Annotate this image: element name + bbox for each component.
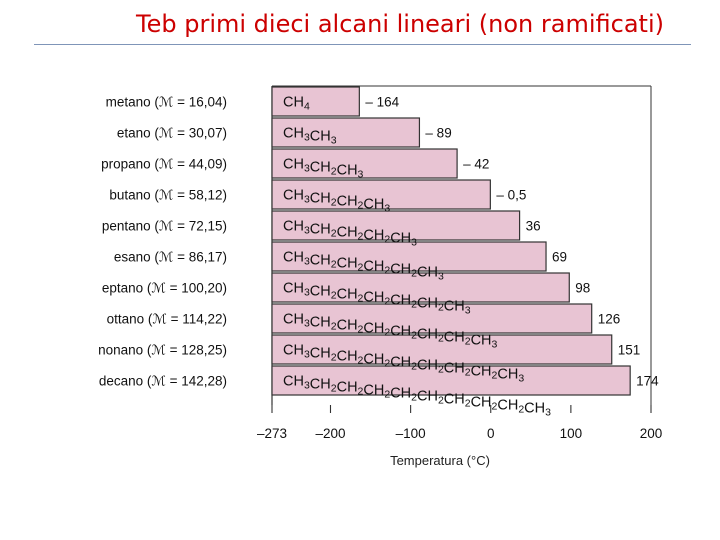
bar-value-label: – 89 [425, 126, 451, 141]
title-divider [34, 44, 691, 45]
category-label: ottano (ℳ = 114,22) [107, 312, 227, 327]
bar-value-label: 98 [575, 281, 590, 296]
bar-formula: CH3CH2CH2CH2CH2CH2CH2CH2CH2CH3 [283, 374, 551, 419]
bar-value-label: 36 [526, 219, 541, 234]
bar-value-label: 69 [552, 250, 567, 265]
category-label: metano (ℳ = 16,04) [106, 95, 227, 110]
x-tick-label: 100 [560, 426, 583, 441]
bar-value-label: 126 [598, 312, 621, 327]
bar-formula: CH3CH3 [283, 126, 337, 147]
bar [271, 241, 547, 272]
x-tick-label: –100 [396, 426, 426, 441]
category-label: eptano (ℳ = 100,20) [102, 281, 227, 296]
category-label: etano (ℳ = 30,07) [117, 126, 227, 141]
bar-formula: CH3CH2CH2CH2CH2CH2CH2CH3 [283, 312, 498, 351]
category-label: butano (ℳ = 58,12) [109, 188, 227, 203]
bar [271, 272, 570, 303]
x-tick-label: –273 [257, 426, 287, 441]
bar-value-label: 151 [618, 343, 641, 358]
bar [271, 117, 421, 148]
x-tick-label: –200 [315, 426, 345, 441]
bar-formula: CH3CH2CH3 [283, 157, 364, 181]
x-axis-label: Temperatura (°C) [390, 453, 490, 468]
bar [271, 210, 521, 241]
bar [271, 148, 458, 179]
bar [271, 365, 631, 396]
bar-formula: CH4 [283, 95, 310, 113]
bar-formula: CH3CH2CH2CH2CH2CH2CH2CH2CH3 [283, 343, 524, 385]
category-label: decano (ℳ = 142,28) [99, 374, 227, 389]
category-label: nonano (ℳ = 128,25) [98, 343, 227, 358]
category-label: propano (ℳ = 44,09) [101, 157, 227, 172]
bar-value-label: – 0,5 [496, 188, 526, 203]
x-tick-label: 0 [487, 426, 495, 441]
bar-value-label: – 42 [463, 157, 489, 172]
slide-title: Teb primi dieci alcani lineari (non rami… [136, 10, 664, 38]
bar [271, 86, 360, 117]
category-label: pentano (ℳ = 72,15) [102, 219, 227, 234]
bar [271, 334, 613, 365]
bar-value-label: 174 [636, 374, 659, 389]
bar-formula: CH3CH2CH2CH2CH2CH3 [283, 250, 444, 283]
bar-formula: CH3CH2CH2CH2CH2CH2CH3 [283, 281, 471, 317]
bar [271, 303, 593, 334]
bar-formula: CH3CH2CH2CH2CH3 [283, 219, 417, 249]
bar-formula: CH3CH2CH2CH3 [283, 188, 390, 215]
bar [271, 179, 491, 210]
category-label: esano (ℳ = 86,17) [114, 250, 227, 265]
x-tick-label: 200 [640, 426, 663, 441]
bar-value-label: – 164 [365, 95, 399, 110]
